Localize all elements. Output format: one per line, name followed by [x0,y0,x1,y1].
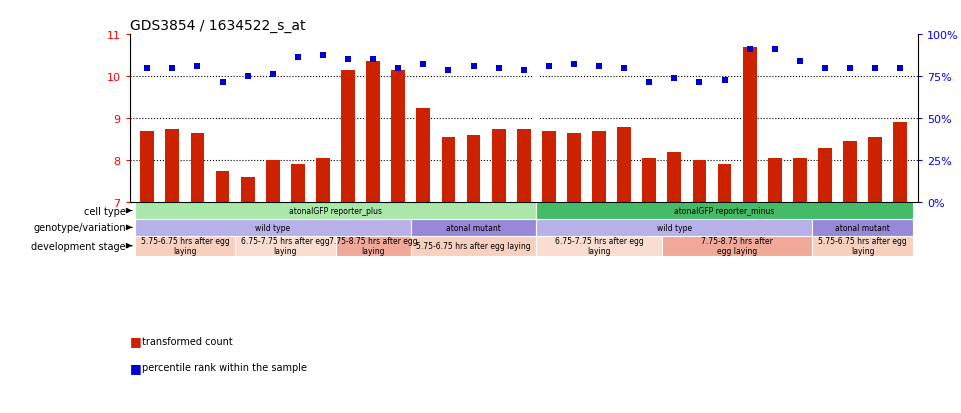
Point [139,65,155,72]
Text: 6.75-7.75 hrs after egg
laying: 6.75-7.75 hrs after egg laying [241,236,330,256]
Bar [567,133,580,203]
Bar [536,236,662,256]
Point [516,67,531,74]
Bar [536,219,812,236]
Text: development stage: development stage [31,241,126,251]
Bar [812,236,913,256]
Bar [812,219,913,236]
Text: cell type: cell type [84,206,126,216]
Bar [391,71,406,203]
Point [365,57,381,64]
Bar [341,71,355,203]
Text: 5.75-6.75 hrs after egg
laying: 5.75-6.75 hrs after egg laying [140,236,230,256]
Bar [542,131,555,203]
Text: 7.75-8.75 hrs after egg
laying: 7.75-8.75 hrs after egg laying [329,236,417,256]
Bar [894,123,907,203]
Point [164,65,180,72]
Bar [662,236,812,256]
Bar [818,148,832,203]
Bar [467,135,480,203]
Bar [718,165,731,203]
Point [290,55,306,62]
Point [817,65,832,72]
Point [842,65,857,72]
Bar [266,161,280,203]
Bar [241,178,255,203]
Bar [135,219,410,236]
Text: ■: ■ [130,361,141,374]
Bar [366,62,380,203]
Bar [410,219,536,236]
Bar [492,129,505,203]
Text: atonal mutant: atonal mutant [446,223,501,232]
Bar [642,159,656,203]
Point [441,67,456,74]
Point [667,76,682,82]
Point [215,80,231,87]
Point [265,71,281,78]
Text: 7.75-8.75 hrs after
egg laying: 7.75-8.75 hrs after egg laying [702,236,773,256]
Text: 5.75-6.75 hrs after egg laying: 5.75-6.75 hrs after egg laying [416,242,530,251]
Point [390,65,406,72]
Bar [410,236,536,256]
Point [893,65,908,72]
Bar [235,236,335,256]
Point [315,53,331,59]
Bar [190,133,205,203]
Text: atonalGFP reporter_minus: atonalGFP reporter_minus [675,206,775,216]
Point [240,74,256,80]
Point [792,59,807,66]
Bar [592,131,606,203]
Point [466,63,481,70]
Text: wild type: wild type [256,223,290,232]
Bar [517,129,530,203]
Point [190,63,206,70]
Bar [868,138,882,203]
Bar [215,171,230,203]
Text: wild type: wild type [656,223,692,232]
Point [642,80,657,87]
Point [767,46,782,53]
Text: transformed count: transformed count [142,336,233,346]
Bar [441,138,456,203]
Bar [165,129,180,203]
Bar [693,161,706,203]
Point [491,65,506,72]
Bar [536,203,913,219]
Bar [135,236,235,256]
Bar [668,152,681,203]
Bar [316,159,330,203]
Point [591,63,606,70]
Text: ■: ■ [130,334,141,347]
Bar [416,108,431,203]
Bar [135,203,536,219]
Text: genotype/variation: genotype/variation [34,223,126,233]
Bar [843,142,857,203]
Point [742,46,757,53]
Point [541,63,556,70]
Bar [140,131,154,203]
Bar [743,47,756,203]
Point [616,65,631,72]
Point [416,61,431,68]
Point [566,61,581,68]
Bar [793,159,806,203]
Text: GDS3854 / 1634522_s_at: GDS3854 / 1634522_s_at [130,19,306,33]
Text: percentile rank within the sample: percentile rank within the sample [142,363,308,373]
Bar [617,127,631,203]
Point [692,80,707,87]
Bar [768,159,781,203]
Text: 6.75-7.75 hrs after egg
laying: 6.75-7.75 hrs after egg laying [554,236,644,256]
Bar [335,236,410,256]
Text: atonalGFP reporter_plus: atonalGFP reporter_plus [289,206,382,216]
Point [717,78,732,85]
Text: atonal mutant: atonal mutant [835,223,890,232]
Bar [291,165,305,203]
Text: 5.75-6.75 hrs after egg
laying: 5.75-6.75 hrs after egg laying [818,236,907,256]
Point [340,57,356,64]
Point [868,65,883,72]
